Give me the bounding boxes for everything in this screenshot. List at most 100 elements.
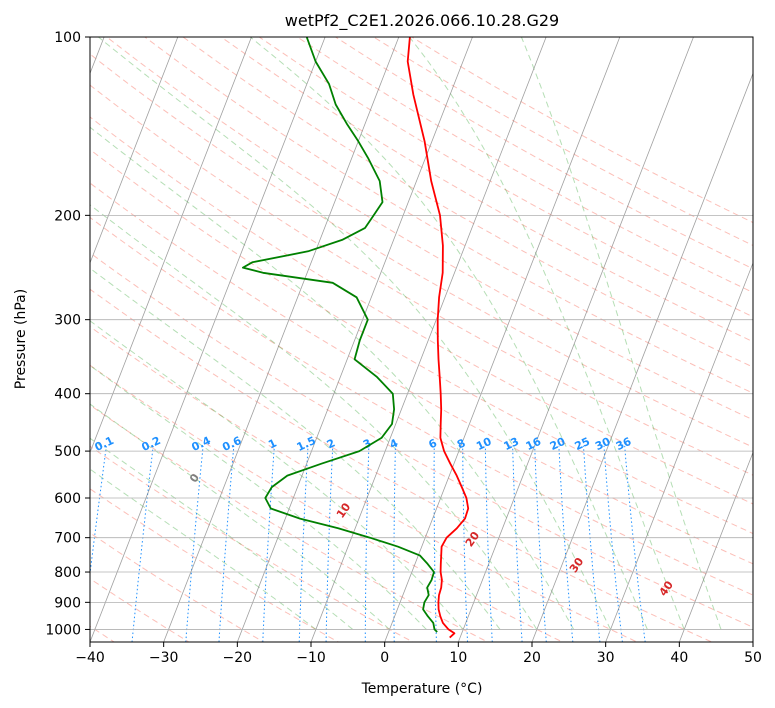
background-lines — [90, 37, 753, 642]
moist-adiabat — [90, 320, 464, 630]
x-tick-label: −10 — [296, 650, 326, 666]
mixing-ratio-label: 16 — [524, 435, 544, 453]
mixing-ratio-label: 25 — [573, 435, 592, 453]
dry-adiabat — [90, 148, 753, 535]
dry-adiabat — [90, 488, 340, 642]
mixing-ratio-label: 8 — [455, 436, 467, 451]
x-tick-label: 50 — [744, 650, 762, 666]
moist-adiabat — [520, 37, 722, 630]
dry-adiabat — [90, 252, 753, 628]
moist-adiabat — [249, 37, 648, 630]
isotherm — [310, 37, 547, 642]
mixing-ratio-line — [512, 445, 523, 642]
isotherm — [163, 37, 400, 642]
y-tick-label: 500 — [54, 444, 81, 460]
dry-adiabat — [90, 53, 753, 448]
isotherm — [457, 37, 694, 642]
x-axis-title: Temperature (°C) — [361, 681, 483, 697]
y-tick-label: 300 — [54, 313, 81, 329]
mixing-ratio-line — [393, 445, 396, 642]
dry-adiabat — [90, 116, 753, 505]
mixing-ratio-line — [298, 445, 309, 642]
mixing-ratio-line — [484, 445, 493, 642]
mixing-ratio-label: 4 — [388, 436, 401, 451]
y-tick-label: 400 — [54, 387, 81, 403]
mixing-ratio-label: 13 — [502, 435, 521, 453]
isotherm — [384, 37, 621, 642]
y-tick-label: 100 — [54, 30, 81, 46]
isotherm — [236, 37, 473, 642]
y-tick-label: 900 — [54, 595, 81, 611]
y-tick-label: 800 — [54, 565, 81, 581]
x-tick-label: −20 — [223, 650, 253, 666]
isotherm — [90, 37, 179, 265]
line-labels: -100-90-80-70-60-50-40-30-20-10010203040… — [93, 434, 677, 599]
y-tick-label: 1000 — [45, 622, 81, 638]
y-tick-label: 600 — [54, 491, 81, 507]
plot-frame — [89, 36, 754, 643]
moist-adiabat — [409, 37, 685, 630]
mixing-ratio-line — [558, 445, 574, 642]
isotherm — [531, 72, 753, 642]
mixing-ratio-line — [90, 445, 107, 578]
mixing-ratio-line — [131, 445, 154, 642]
mixing-ratio-line — [624, 445, 646, 642]
dry-adiabat — [90, 364, 564, 642]
moist-adiabat-label: 10 — [334, 500, 354, 520]
mixing-ratio-line — [325, 445, 334, 642]
moist-adiabat — [90, 267, 501, 630]
chart-title: wetPf2_C2E1.2026.066.10.28.G29 — [285, 11, 559, 31]
mixing-ratio-label: 10 — [474, 435, 494, 453]
mixing-ratio-line — [462, 445, 469, 642]
isotherm — [752, 640, 753, 642]
moist-adiabat — [90, 437, 354, 630]
mixing-ratio-label: 30 — [593, 435, 613, 453]
dry-adiabat — [90, 532, 265, 642]
dry-adiabat — [90, 84, 753, 476]
moist-adiabat — [90, 204, 538, 630]
dry-adiabat — [220, 37, 753, 343]
isotherm — [90, 37, 252, 454]
isotherm — [605, 261, 753, 642]
x-tick-label: −40 — [75, 650, 105, 666]
moist-adiabat-label: 40 — [657, 578, 677, 598]
mixing-ratio-line — [603, 445, 623, 642]
x-tick-label: 0 — [380, 650, 389, 666]
temperature-line — [406, 37, 470, 639]
x-tick-label: −30 — [149, 650, 179, 666]
dry-adiabat — [90, 288, 713, 642]
mixing-ratio-line — [583, 445, 601, 642]
moist-adiabat — [98, 37, 611, 630]
isotherm — [678, 451, 753, 642]
x-tick-label: 30 — [597, 650, 615, 666]
mixing-ratio-line — [433, 445, 437, 642]
mixing-ratio-line — [364, 445, 370, 642]
dry-adiabat — [144, 37, 753, 394]
dry-adiabat — [90, 445, 414, 642]
mixing-ratio-line — [262, 445, 275, 642]
moist-adiabat — [90, 468, 317, 630]
x-tick-label: 40 — [670, 650, 688, 666]
y-tick-label: 700 — [54, 531, 81, 547]
dewpoint-line — [242, 37, 438, 633]
moist-adiabat — [90, 126, 575, 630]
mixing-ratio-label: 20 — [548, 435, 568, 453]
dry-adiabat — [90, 216, 753, 596]
mixing-ratio-line — [185, 445, 204, 642]
moist-adiabat — [90, 403, 390, 630]
mixing-ratio-line — [218, 445, 235, 642]
y-tick-label: 200 — [54, 208, 81, 224]
profile-lines — [242, 37, 470, 639]
x-tick-label: 20 — [523, 650, 541, 666]
axes: −40 −30 −20 −10 0 10 20 30 40 50 100 200 300 400 500 60… — [45, 30, 762, 666]
mixing-ratio-label: 1 — [266, 436, 278, 451]
x-tick-label: 10 — [449, 650, 467, 666]
dry-adiabat — [90, 182, 753, 565]
isotherm — [90, 37, 326, 642]
mixing-ratio-label: 36 — [614, 435, 634, 453]
dry-adiabat — [182, 37, 753, 368]
y-axis-title: Pressure (hPa) — [13, 289, 29, 389]
dry-adiabat — [90, 578, 190, 642]
dry-adiabat — [297, 37, 753, 294]
